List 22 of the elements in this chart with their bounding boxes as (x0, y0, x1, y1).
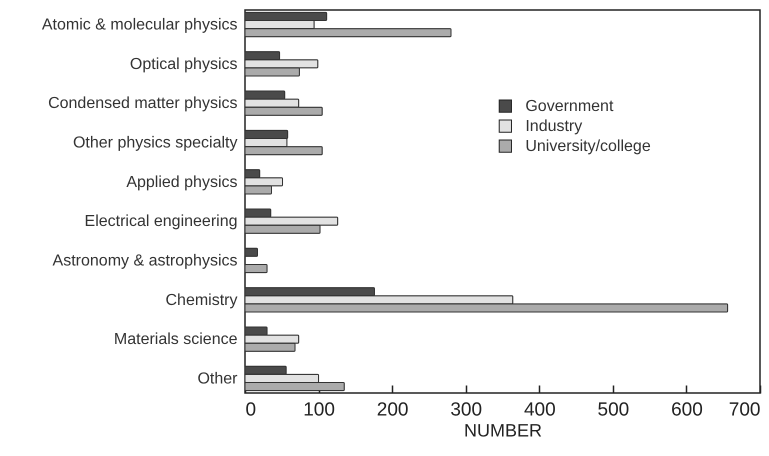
x-tick-label: 400 (524, 400, 556, 420)
x-axis-title: NUMBER (464, 420, 542, 440)
y-tick-label: Other physics specialty (72, 134, 238, 152)
y-tick-label: Atomic & molecular physics (42, 16, 238, 34)
y-tick-label: Chemistry (165, 292, 238, 309)
x-tick-label: 700 (728, 400, 760, 420)
y-tick-label: Condensed matter physics (48, 95, 238, 112)
x-tick-label: 500 (598, 400, 630, 420)
y-tick-label: Optical physics (130, 56, 238, 73)
x-tick-label: 0 (246, 400, 256, 420)
x-tick-label: 300 (450, 400, 482, 420)
legend-label: Government (525, 98, 614, 116)
x-tick-label: 100 (303, 400, 335, 420)
y-tick-label: Astronomy & astrophysics (52, 252, 238, 270)
x-tick-label: 600 (671, 400, 703, 420)
y-tick-label: Materials science (114, 331, 238, 348)
y-tick-label: Other (197, 370, 238, 388)
legend-label: University/college (525, 138, 651, 156)
y-tick-label: Applied physics (126, 174, 238, 191)
legend-label: Industry (525, 118, 582, 136)
y-tick-label: Electrical engineering (84, 213, 238, 230)
x-tick-label: 200 (376, 400, 408, 420)
